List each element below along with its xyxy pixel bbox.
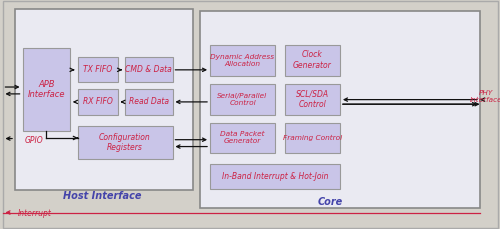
Text: Configuration
Registers: Configuration Registers <box>99 133 151 152</box>
Text: APB
Interface: APB Interface <box>28 80 65 99</box>
Text: Serial/Parallel
Control: Serial/Parallel Control <box>218 93 268 106</box>
Bar <box>285 45 340 76</box>
Bar <box>78 126 172 159</box>
Text: PHY
Interface: PHY Interface <box>470 90 500 103</box>
Bar <box>125 89 172 114</box>
Bar <box>200 11 480 208</box>
Text: In-Band Interrupt & Hot-Join: In-Band Interrupt & Hot-Join <box>222 172 328 181</box>
Bar <box>22 48 70 131</box>
Text: SCL/SDA
Control: SCL/SDA Control <box>296 89 329 109</box>
Bar <box>78 57 118 82</box>
Text: Clock
Generator: Clock Generator <box>293 50 332 70</box>
Text: Core: Core <box>318 197 342 207</box>
Text: GPIO: GPIO <box>25 136 44 145</box>
Bar <box>125 57 172 82</box>
Text: Read Data: Read Data <box>129 97 169 106</box>
Bar <box>210 123 275 153</box>
Bar <box>78 89 118 114</box>
Text: Framing Control: Framing Control <box>283 135 342 141</box>
Bar <box>15 9 192 190</box>
Bar <box>285 84 340 114</box>
Text: TX FIFO: TX FIFO <box>83 65 112 74</box>
Text: Interrupt: Interrupt <box>18 209 51 218</box>
Bar <box>210 84 275 114</box>
Text: RX FIFO: RX FIFO <box>82 97 112 106</box>
Text: Dynamic Address
Allocation: Dynamic Address Allocation <box>210 54 274 67</box>
Bar <box>210 164 340 189</box>
Text: Host Interface: Host Interface <box>63 191 142 201</box>
Text: Data Packet
Generator: Data Packet Generator <box>220 131 265 144</box>
Text: CMD & Data: CMD & Data <box>126 65 172 74</box>
Bar <box>285 123 340 153</box>
Bar <box>210 45 275 76</box>
